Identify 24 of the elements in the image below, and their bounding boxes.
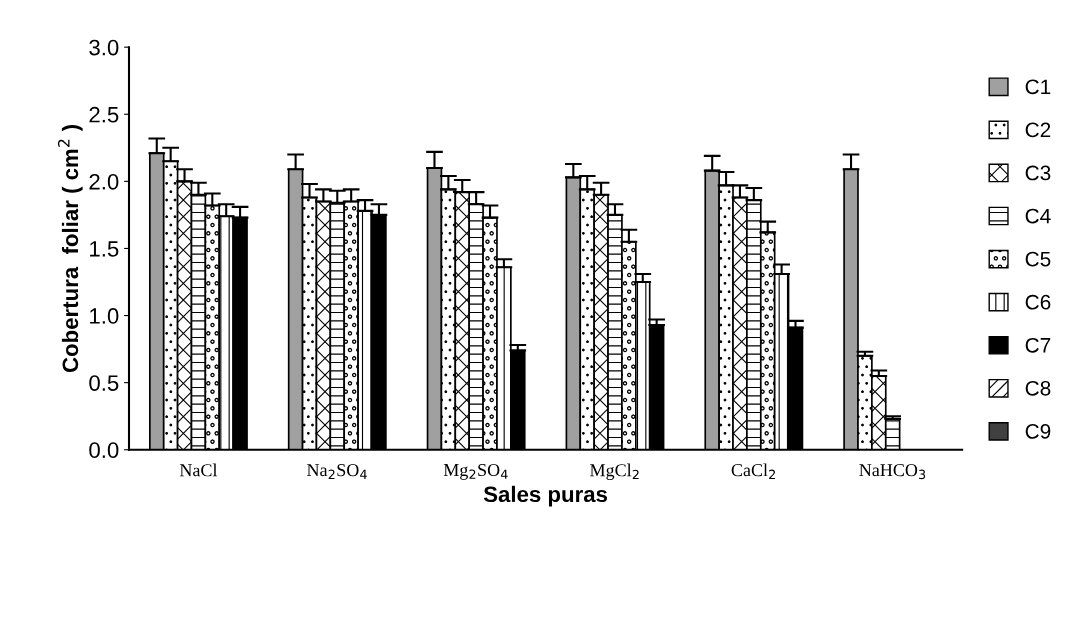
y-tick-label: 0.0	[89, 442, 119, 459]
legend-label: C4	[1025, 208, 1051, 224]
y-tick-label: 1.5	[90, 241, 119, 257]
x-tick-label: MgCl$_{2}$	[590, 463, 639, 481]
y-axis-title: Cobertura foliar ( cm$^{2}$ )	[57, 125, 83, 373]
legend-label: C6	[1025, 294, 1051, 310]
legend-label: C9	[1025, 424, 1051, 439]
x-tick-label: Mg$_{2}$SO$_{4}$	[443, 463, 508, 480]
legend-label: C7	[1025, 337, 1051, 353]
x-tick-label: NaHCO$_{3}$	[859, 464, 926, 480]
y-tick-label: 1.0	[90, 308, 119, 324]
y-tick-label: 0.5	[89, 375, 119, 391]
y-tick-label: 3.0	[89, 39, 119, 56]
legend-label: C3	[1025, 165, 1051, 181]
x-tick-label: Na$_{2}$SO$_{4}$	[307, 464, 367, 479]
legend-label: C8	[1025, 380, 1051, 396]
x-axis-title: Sales puras	[483, 485, 608, 507]
x-tick-label: NaCl	[179, 463, 218, 477]
legend-label: C2	[1025, 122, 1051, 138]
y-tick-label: 2.0	[89, 173, 119, 190]
x-tick-label: CaCl$_{2}$	[731, 463, 775, 479]
legend-label: C5	[1025, 251, 1051, 267]
legend-label: C1	[1025, 79, 1051, 95]
y-tick-label: 2.5	[89, 106, 119, 123]
